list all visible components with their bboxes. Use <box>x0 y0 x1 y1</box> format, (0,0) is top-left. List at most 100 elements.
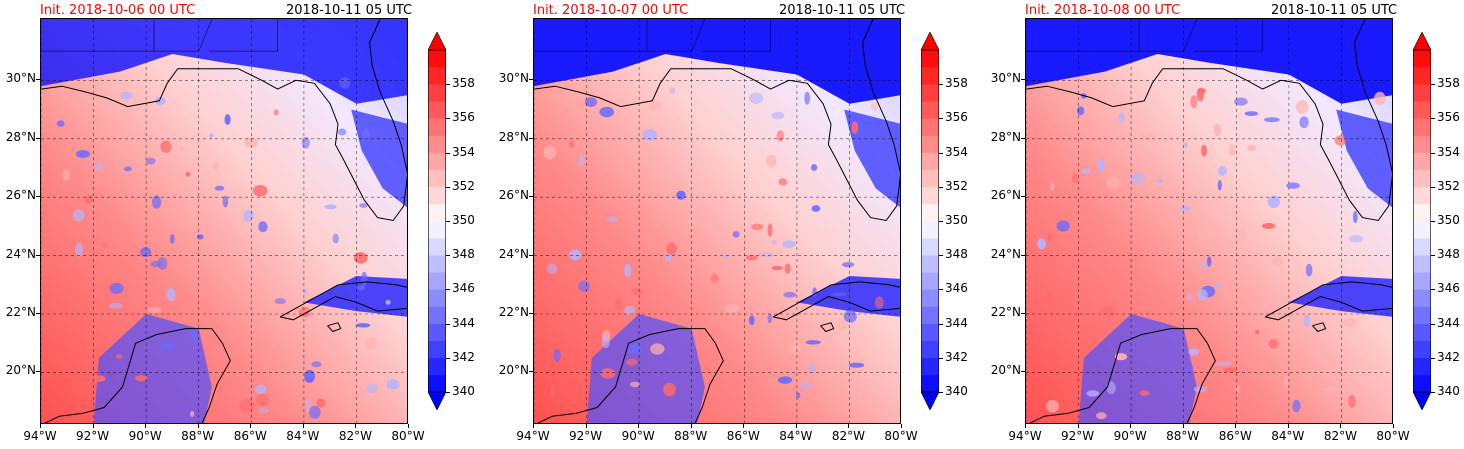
convective-cell <box>1244 111 1258 116</box>
convective-cell <box>784 263 791 274</box>
convective-cell <box>75 242 83 257</box>
convective-cell <box>1118 102 1126 110</box>
map-panel-3: Init. 2018-10-08 00 UTC 2018-10-11 05 UT… <box>985 0 1460 449</box>
convective-cell <box>1101 305 1116 319</box>
colorbar-segment <box>428 67 446 85</box>
map-panel-1: Init. 2018-10-06 00 UTC 2018-10-11 05 UT… <box>0 0 475 449</box>
convective-cell <box>808 362 816 374</box>
colorbar-segment <box>428 50 446 68</box>
convective-cell <box>778 178 788 186</box>
longitude-label: 80°W <box>1376 429 1410 443</box>
longitude-tick <box>145 424 147 428</box>
convective-cell <box>1106 176 1121 190</box>
convective-cell <box>550 384 556 398</box>
colorbar-segment <box>921 340 939 359</box>
colorbar-tick <box>939 392 943 393</box>
convective-cell <box>305 398 311 413</box>
convective-cell <box>311 361 322 368</box>
longitude-label: 90°W <box>621 429 655 443</box>
convective-cell <box>782 240 796 249</box>
convective-cell <box>771 240 777 245</box>
colorbar-segment <box>428 152 446 170</box>
colorbar-segment <box>1413 101 1431 119</box>
colorbar-tick <box>1431 152 1435 154</box>
convective-cell <box>169 234 175 244</box>
latitude-tick <box>1021 254 1025 256</box>
colorbar-label: 350 <box>1437 213 1460 227</box>
latitude-tick <box>36 371 40 373</box>
colorbar <box>427 31 447 411</box>
yucatan-low-theta-region <box>586 314 705 423</box>
convective-cell <box>1262 223 1276 229</box>
convective-cell <box>1076 106 1085 116</box>
colorbar-segment <box>921 221 939 239</box>
latitude-label: 22°N <box>990 305 1021 319</box>
colorbar-extend-min <box>427 391 447 411</box>
longitude-tick <box>197 424 199 428</box>
convective-cell <box>1198 229 1212 242</box>
convective-cell <box>214 185 225 191</box>
convective-cell <box>710 273 719 283</box>
colorbar-segment <box>1413 340 1431 359</box>
convective-cell <box>871 102 878 111</box>
colorbar-label: 346 <box>1437 281 1460 296</box>
colorbar-segment <box>428 84 446 102</box>
colorbar-tick <box>1431 84 1435 86</box>
convective-cell <box>1286 182 1300 189</box>
latitude-tick <box>1021 313 1025 314</box>
colorbar-tick <box>446 221 450 222</box>
convective-cell <box>102 242 108 248</box>
convective-cell <box>239 398 256 413</box>
longitude-label: 82°W <box>1323 429 1357 443</box>
colorbar-scale <box>1412 31 1432 411</box>
convective-cell <box>1138 131 1155 140</box>
latitude-label: 30°N <box>990 71 1021 86</box>
longitude-label: 92°W <box>568 429 603 443</box>
latitude-label: 24°N <box>5 246 36 261</box>
latitude-tick <box>36 79 40 81</box>
colorbar-label: 354 <box>1437 144 1460 159</box>
longitude-tick <box>1130 424 1132 428</box>
colorbar-extend-max <box>427 31 447 51</box>
convective-cell <box>355 323 371 328</box>
colorbar-extend-max <box>1412 31 1432 51</box>
colorbar-segment <box>921 306 939 324</box>
colorbar-label: 354 <box>945 144 968 159</box>
convective-cell <box>1190 95 1198 109</box>
convective-cell <box>771 111 785 120</box>
convective-cell <box>666 242 677 255</box>
convective-cell <box>549 312 555 318</box>
colorbar-tick <box>446 186 450 188</box>
longitude-label: 86°W <box>1218 429 1252 443</box>
convective-cell <box>543 145 557 160</box>
convective-cell <box>1207 256 1212 267</box>
latitude-label: 22°N <box>498 305 529 319</box>
colorbar-segment <box>1413 135 1431 153</box>
colorbar-tick <box>939 186 943 188</box>
convective-cell <box>723 304 740 313</box>
convective-cell <box>732 231 740 238</box>
convective-cell <box>151 195 162 209</box>
colorbar-segment <box>1413 169 1431 188</box>
convective-cell <box>1234 385 1241 393</box>
colorbar-label: 352 <box>452 178 475 193</box>
convective-cell <box>1264 117 1280 123</box>
colorbar-outline <box>921 49 939 393</box>
convective-cell <box>751 223 764 230</box>
colorbar-segment <box>428 289 446 307</box>
convective-cell <box>1213 124 1222 137</box>
convective-cell <box>1223 367 1237 374</box>
equivalent-potential-temperature-field <box>41 19 407 423</box>
longitude-label: 94°W <box>516 429 550 443</box>
coastline <box>1264 281 1392 321</box>
colorbar-segment <box>921 255 939 273</box>
convective-cell <box>109 282 124 294</box>
longitude-label: 94°W <box>1008 429 1042 443</box>
latitude-label: 26°N <box>5 188 36 203</box>
convective-cell <box>812 287 817 297</box>
colorbar-segment <box>428 323 446 341</box>
coastline <box>772 281 900 321</box>
convective-cell <box>145 157 156 165</box>
colorbar-label: 342 <box>1437 349 1460 364</box>
longitude-label: 92°W <box>75 429 110 443</box>
